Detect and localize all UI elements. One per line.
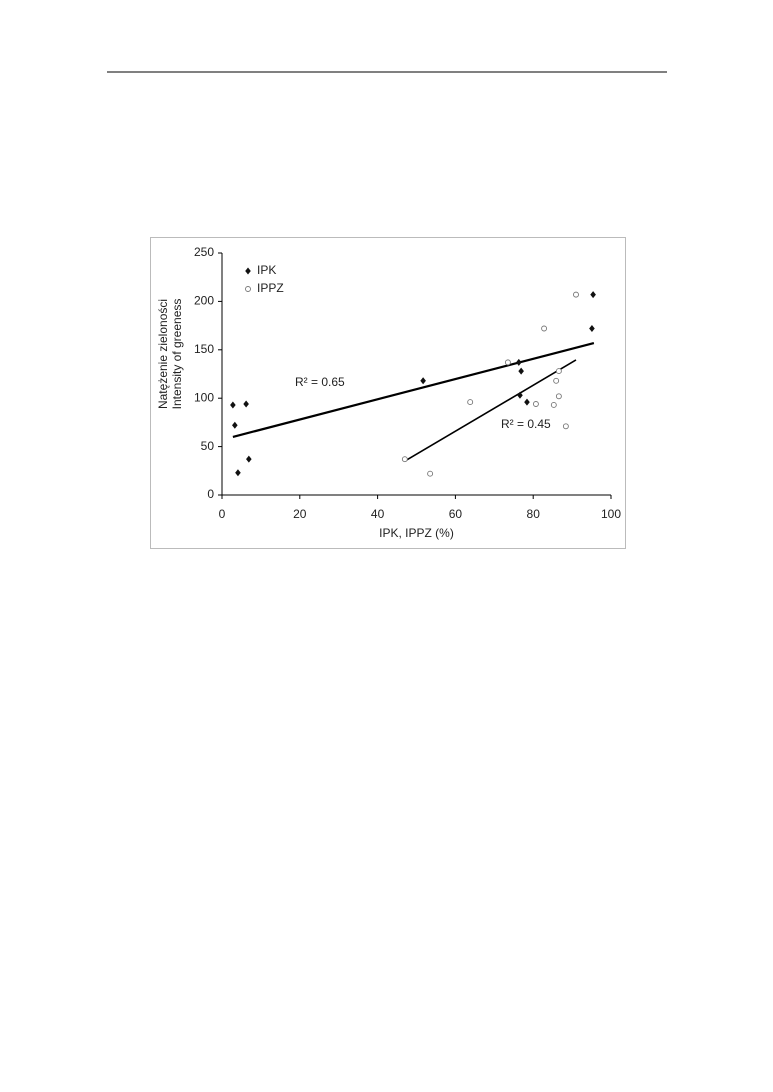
point <box>232 421 238 429</box>
point <box>541 325 548 332</box>
annotation: R² = 0.45 <box>501 417 551 431</box>
point <box>230 401 236 409</box>
legend-marker <box>245 267 251 275</box>
point <box>555 393 562 400</box>
x-tick-label: 80 <box>527 507 541 521</box>
point <box>532 401 539 407</box>
point <box>553 377 560 384</box>
point <box>246 455 252 463</box>
point <box>550 402 557 408</box>
trendline <box>232 341 595 438</box>
x-tick-label: 0 <box>219 507 226 521</box>
point <box>401 456 408 463</box>
point <box>516 358 522 366</box>
x-tick-label: 40 <box>371 507 385 521</box>
point <box>589 325 595 333</box>
legend-label: IPK <box>257 263 276 277</box>
y-tick-label: 250 <box>194 245 214 259</box>
point <box>524 398 530 406</box>
point <box>235 469 241 477</box>
point <box>573 291 579 298</box>
point <box>562 423 569 430</box>
point <box>590 291 596 299</box>
annotation: R² = 0.65 <box>295 375 345 389</box>
point <box>504 359 511 366</box>
point <box>243 400 249 408</box>
y-tick-label: 200 <box>194 294 214 308</box>
x-tick-label: 100 <box>601 507 621 521</box>
point <box>427 470 434 477</box>
point <box>555 368 562 375</box>
chart-frame <box>150 237 626 549</box>
x-tick-label: 60 <box>449 507 463 521</box>
legend-label: IPPZ <box>257 281 284 295</box>
x-axis-label: IPK, IPPZ (%) <box>379 526 454 540</box>
point <box>420 377 426 385</box>
y-tick-label: 0 <box>207 487 214 501</box>
legend-marker <box>245 286 251 292</box>
y-tick-label: 100 <box>194 390 214 404</box>
point <box>467 399 474 406</box>
y-axis-label: Intensity of greeness <box>170 299 184 410</box>
y-tick-label: 150 <box>194 342 214 356</box>
point <box>518 367 524 375</box>
trendline <box>404 359 577 462</box>
x-tick-label: 20 <box>293 507 307 521</box>
y-axis-label: Natężenie zieloności <box>156 299 170 409</box>
y-tick-label: 50 <box>201 439 215 453</box>
point <box>517 391 523 399</box>
